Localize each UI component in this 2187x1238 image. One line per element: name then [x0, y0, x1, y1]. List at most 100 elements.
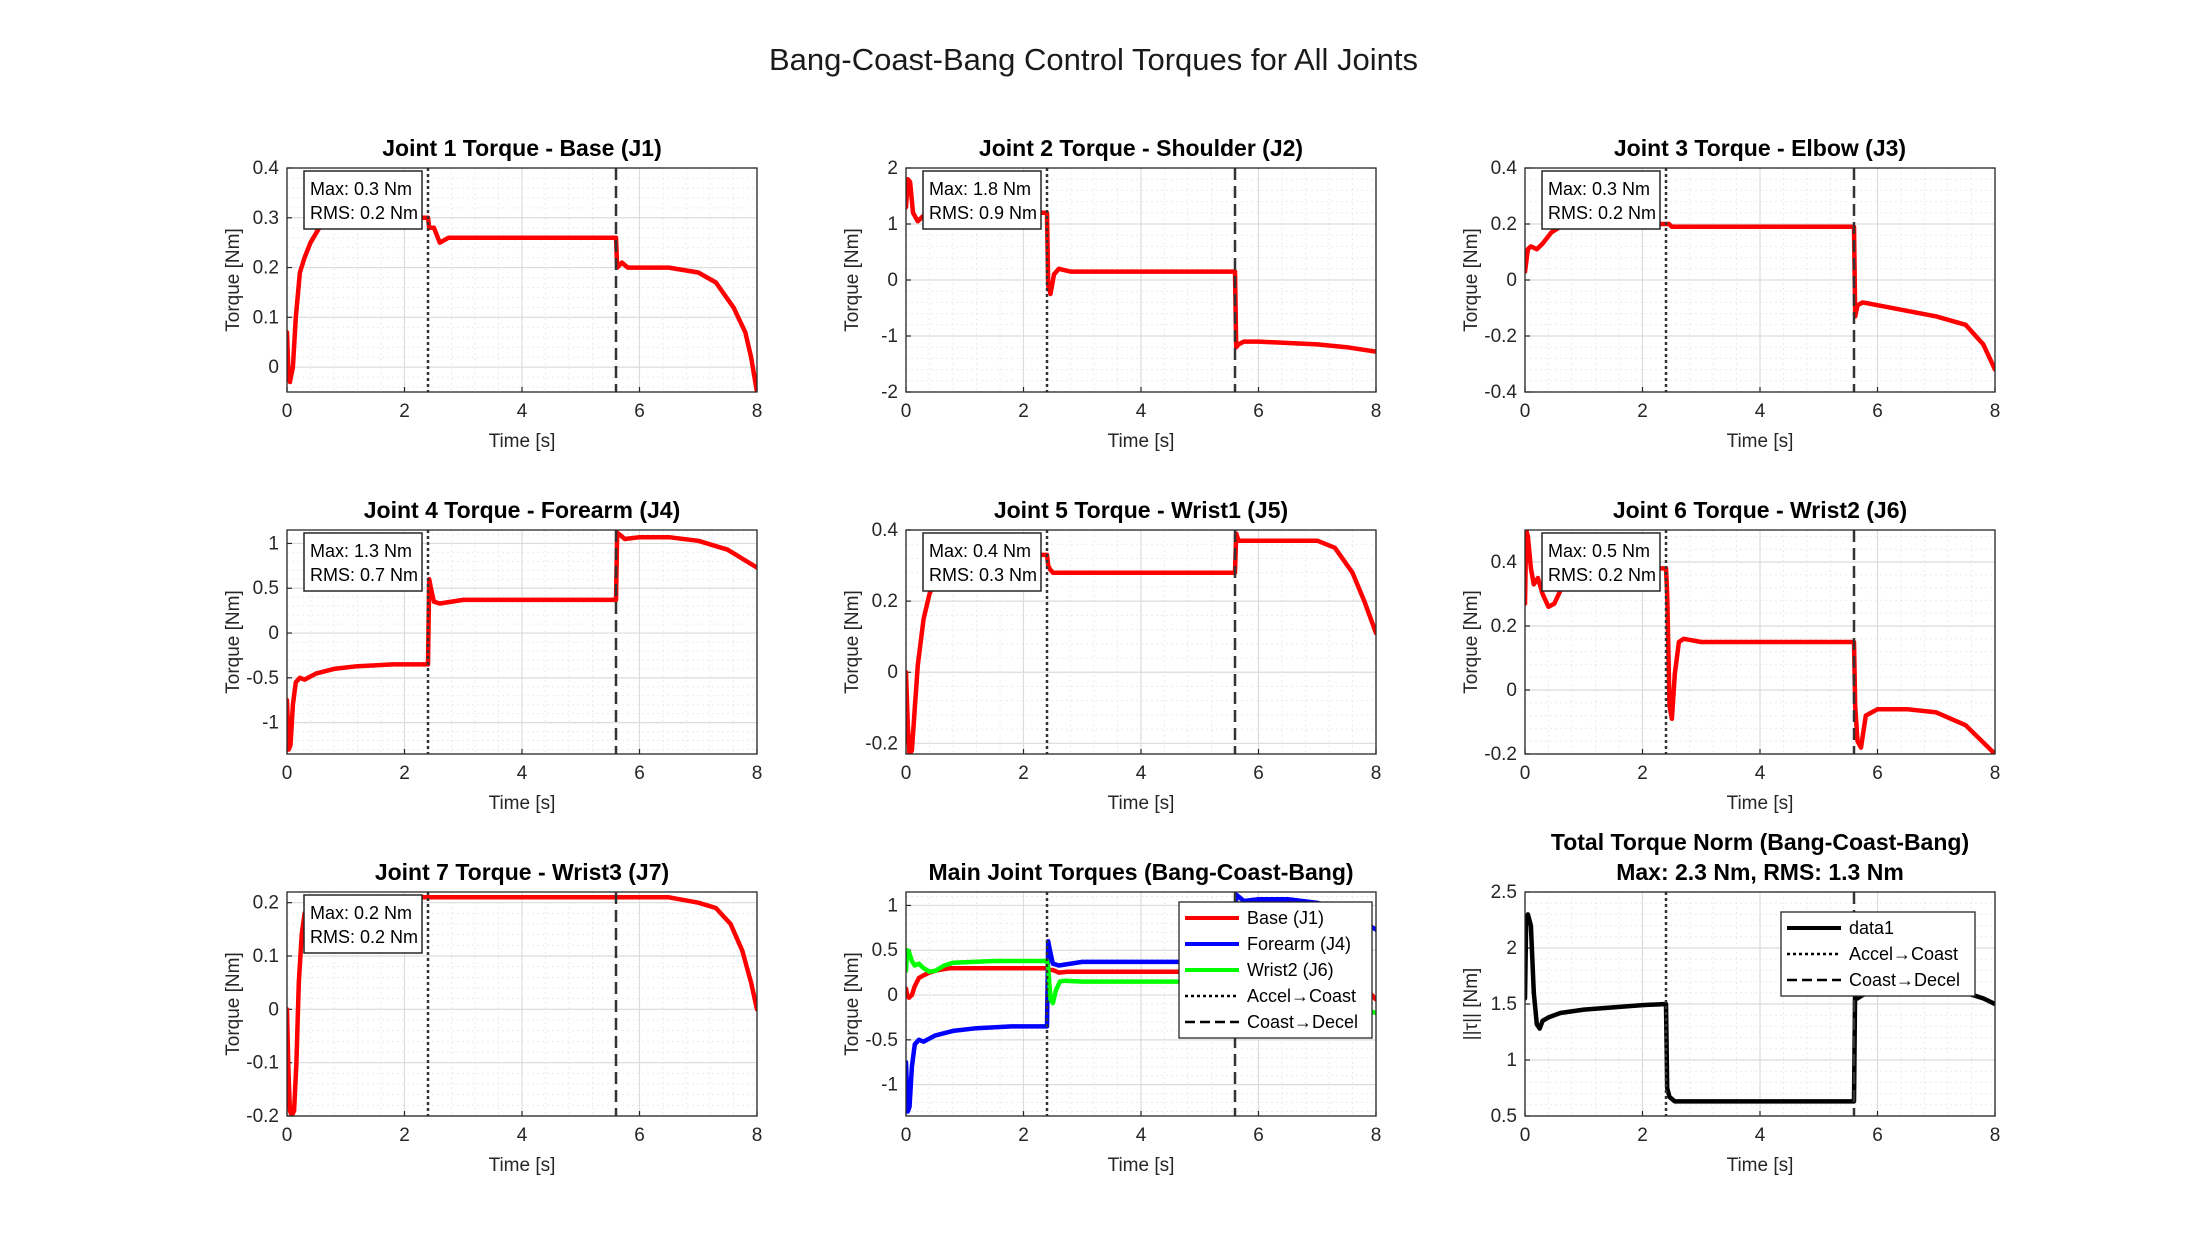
x-tick-label: 4: [1136, 1125, 1147, 1146]
x-tick-label: 8: [752, 1125, 763, 1146]
rms-label: RMS: 0.2 Nm: [310, 203, 418, 223]
series-line-1: [1525, 530, 1995, 754]
x-tick-label: 0: [901, 1125, 912, 1146]
y-tick-label: -0.1: [246, 1053, 279, 1074]
rms-label: RMS: 0.7 Nm: [310, 565, 418, 585]
y-tick-label: -0.2: [1484, 326, 1517, 347]
y-tick-label: 0: [268, 623, 279, 644]
series-line-1: [906, 176, 1376, 354]
subplot-7: 0 2 4 6 8 -0.2 -0.1 0 0.1 0.2 Joint 7 Torque - Wri…: [223, 859, 762, 1176]
legend-label: data1: [1849, 918, 1894, 938]
rms-label: RMS: 0.3 Nm: [929, 565, 1037, 585]
x-axis-label: Time [s]: [489, 793, 556, 814]
x-tick-label: 6: [1872, 763, 1883, 784]
x-tick-label: 8: [1371, 763, 1382, 784]
x-tick-label: 2: [399, 1125, 410, 1146]
axes-box: [286, 891, 758, 1117]
subplot-title: Joint 3 Torque - Elbow (J3): [1614, 135, 1906, 161]
x-tick-label: 2: [1637, 401, 1648, 422]
x-tick-label: 6: [1253, 401, 1264, 422]
y-tick-label: -0.2: [1484, 744, 1517, 765]
subplot-2: 0 2 4 6 8 -2 -1 0 1 2 Joint 2 Torque - Shoulder (J…: [842, 135, 1381, 452]
axes-box: [905, 529, 1377, 755]
y-axis-label: Torque [Nm]: [842, 590, 863, 693]
y-tick-label: 0: [887, 270, 898, 291]
max-label: Max: 0.3 Nm: [310, 179, 412, 199]
y-axis-label: Torque [Nm]: [223, 228, 244, 331]
max-label: Max: 0.4 Nm: [929, 541, 1031, 561]
x-tick-label: 6: [1253, 763, 1264, 784]
x-axis-label: Time [s]: [1727, 1155, 1794, 1176]
legend-label: Coast→Decel: [1247, 1012, 1358, 1032]
x-tick-label: 2: [399, 763, 410, 784]
subplot-4: 0 2 4 6 8 -1 -0.5 0 0.5 1 Joint 4 Torque - Forearm…: [223, 497, 762, 814]
x-tick-label: 8: [752, 763, 763, 784]
x-tick-label: 2: [1637, 763, 1648, 784]
rms-label: RMS: 0.9 Nm: [929, 203, 1037, 223]
subplot-title: Joint 4 Torque - Forearm (J4): [364, 497, 681, 523]
subplot-title: Joint 2 Torque - Shoulder (J2): [979, 135, 1303, 161]
legend-label: Base (J1): [1247, 908, 1324, 928]
y-tick-label: 0.5: [253, 578, 279, 599]
x-tick-label: 0: [1520, 401, 1531, 422]
x-tick-label: 4: [1755, 401, 1766, 422]
stats-textbox: [922, 170, 1042, 230]
x-tick-label: 4: [1136, 763, 1147, 784]
x-tick-label: 0: [282, 763, 293, 784]
max-label: Max: 1.3 Nm: [310, 541, 412, 561]
x-axis-label: Time [s]: [1108, 431, 1175, 452]
y-tick-label: 0.2: [872, 591, 898, 612]
stats-textbox: [922, 532, 1042, 592]
y-axis-label: Torque [Nm]: [842, 952, 863, 1055]
subplot-title: Joint 5 Torque - Wrist1 (J5): [994, 497, 1288, 523]
y-tick-label: 0: [1506, 270, 1517, 291]
stats-textbox: [303, 532, 423, 592]
x-tick-label: 8: [1990, 401, 2001, 422]
plot-content: [287, 530, 757, 754]
x-tick-label: 0: [1520, 763, 1531, 784]
x-tick-label: 4: [1755, 763, 1766, 784]
y-tick-label: -1: [262, 713, 279, 734]
y-axis-label: Torque [Nm]: [223, 952, 244, 1055]
x-tick-label: 0: [282, 401, 293, 422]
y-tick-label: 2: [887, 158, 898, 179]
x-tick-label: 0: [282, 1125, 293, 1146]
stats-textbox: [1541, 170, 1661, 230]
y-tick-label: 1.5: [1491, 994, 1517, 1015]
rms-label: RMS: 0.2 Nm: [1548, 565, 1656, 585]
subplot-8: 0 2 4 6 8 -1 -0.5 0 0.5 1 Main Joint Torques (Bang…: [842, 859, 1381, 1176]
x-tick-label: 4: [517, 401, 528, 422]
y-tick-label: 0.5: [1491, 1106, 1517, 1127]
legend-label: Forearm (J4): [1247, 934, 1351, 954]
legend: data1 Accel→Coast Coast→Decel: [1780, 911, 1976, 997]
x-tick-label: 2: [1018, 763, 1029, 784]
x-axis-label: Time [s]: [489, 1155, 556, 1176]
x-tick-label: 4: [517, 763, 528, 784]
y-tick-label: -2: [881, 382, 898, 403]
x-tick-label: 0: [901, 763, 912, 784]
max-label: Max: 0.5 Nm: [1548, 541, 1650, 561]
stats-textbox: [303, 170, 423, 230]
subplot-title: Joint 6 Torque - Wrist2 (J6): [1613, 497, 1907, 523]
subplot-subtitle: Max: 2.3 Nm, RMS: 1.3 Nm: [1616, 859, 1904, 885]
series-line-2: [906, 892, 1376, 1114]
x-tick-label: 8: [1371, 401, 1382, 422]
y-tick-label: -1: [881, 1075, 898, 1096]
y-tick-label: 1: [887, 895, 898, 916]
x-tick-label: 6: [1872, 1125, 1883, 1146]
axes-box: [1524, 891, 1996, 1117]
x-tick-label: 2: [399, 401, 410, 422]
x-tick-label: 4: [1755, 1125, 1766, 1146]
x-tick-label: 6: [634, 401, 645, 422]
y-axis-label: Torque [Nm]: [1461, 590, 1482, 693]
x-tick-label: 6: [634, 763, 645, 784]
rms-label: RMS: 0.2 Nm: [310, 927, 418, 947]
y-tick-label: 0.3: [253, 208, 279, 229]
y-tick-label: 0.1: [253, 946, 279, 967]
y-tick-label: 2: [1506, 938, 1517, 959]
x-tick-label: 8: [1371, 1125, 1382, 1146]
y-tick-label: -0.2: [865, 733, 898, 754]
x-axis-label: Time [s]: [1727, 793, 1794, 814]
